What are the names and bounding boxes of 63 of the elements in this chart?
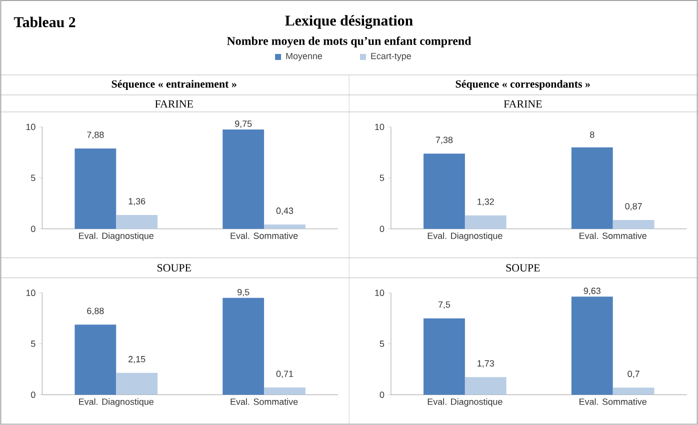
- y-tick-label: 5: [380, 174, 384, 182]
- x-tick-label: Eval. Sommative: [580, 398, 646, 405]
- bar: [571, 296, 613, 395]
- chart-title: FARINE: [155, 100, 193, 108]
- bar: [116, 215, 158, 229]
- data-label: 9,75: [235, 120, 252, 128]
- data-label: 1,32: [478, 198, 494, 206]
- y-tick-label: 0: [31, 226, 36, 232]
- data-label: 9,5: [238, 289, 250, 296]
- y-tick-label: 10: [26, 290, 36, 296]
- y-tick-label: 0: [380, 226, 384, 232]
- bar: [116, 372, 158, 395]
- text: Séquence « entrainement »: [112, 80, 236, 90]
- data-label: 6,88: [87, 308, 104, 316]
- bar: [424, 318, 465, 395]
- bar: [222, 129, 264, 229]
- data-label: 8: [590, 131, 594, 138]
- data-label: 0,87: [625, 203, 642, 210]
- y-tick-label: 5: [31, 174, 36, 182]
- bar: [264, 388, 306, 395]
- bar: [264, 224, 306, 229]
- bar: [612, 220, 654, 229]
- x-tick-label: Eval. Sommative: [580, 232, 646, 239]
- chart-title: FARINE: [504, 100, 542, 108]
- data-label: 7,88: [87, 132, 104, 140]
- x-tick-label: Eval. Sommative: [230, 232, 298, 239]
- y-tick-label: 0: [380, 392, 384, 398]
- x-tick-label: Eval. Diagnostique: [428, 398, 502, 407]
- text: Tableau 2: [14, 16, 76, 28]
- text: Lexique désignation: [285, 15, 413, 29]
- bar: [464, 215, 506, 229]
- bar: [74, 324, 116, 395]
- y-tick-label: 10: [26, 124, 36, 130]
- bar: [464, 377, 506, 395]
- y-tick-label: 10: [375, 124, 384, 130]
- x-tick-label: Eval. Sommative: [230, 398, 298, 405]
- data-label: 7,5: [438, 302, 450, 309]
- y-tick-label: 0: [31, 392, 36, 398]
- x-tick-label: Eval. Diagnostique: [79, 232, 154, 241]
- data-label: 0,71: [276, 370, 294, 378]
- bar: [222, 298, 264, 395]
- text: Nombre moyen de mots qu’un enfant comprend: [226, 36, 472, 48]
- y-tick-label: 5: [380, 340, 384, 347]
- data-label: 2,15: [128, 356, 146, 364]
- data-label: 7,38: [436, 136, 453, 144]
- chart-title: SOUPE: [506, 264, 540, 272]
- legend-label: Ecart-type: [371, 52, 411, 61]
- y-tick-label: 10: [375, 290, 384, 296]
- data-label: 0,7: [628, 370, 640, 378]
- bar: [612, 388, 654, 395]
- chart-title: SOUPE: [157, 264, 191, 272]
- data-label: 1,73: [478, 360, 494, 368]
- y-tick-label: 5: [31, 340, 36, 347]
- x-tick-label: Eval. Diagnostique: [79, 398, 154, 407]
- data-label: 1,36: [128, 198, 146, 206]
- text: Séquence « correspondants »: [456, 80, 590, 90]
- data-label: 9,63: [584, 288, 600, 296]
- bar: [424, 154, 465, 229]
- data-label: 0,43: [276, 208, 294, 215]
- legend-label: Moyenne: [286, 52, 322, 61]
- x-tick-label: Eval. Diagnostique: [428, 232, 502, 241]
- bar: [571, 147, 613, 229]
- bar: [74, 148, 116, 229]
